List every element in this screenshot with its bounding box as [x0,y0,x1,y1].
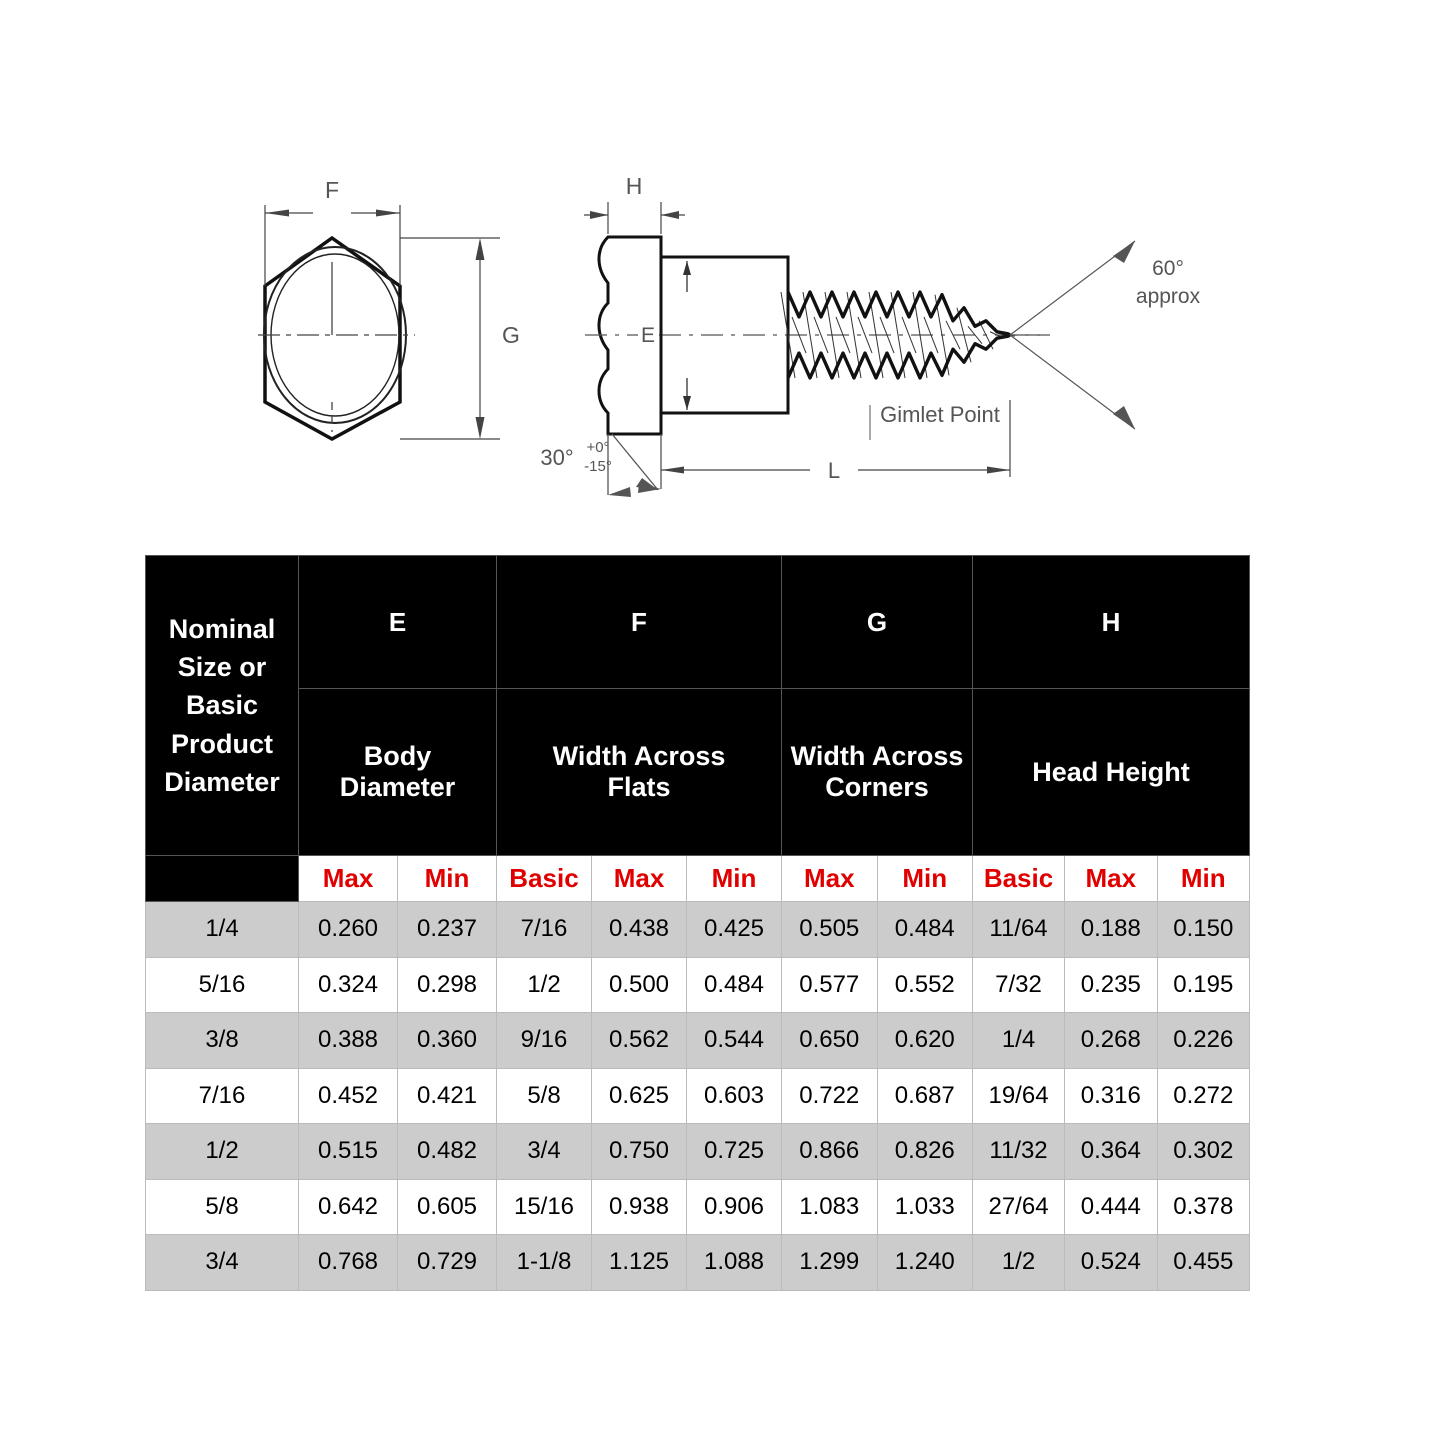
svg-text:30°: 30° [540,445,573,470]
svg-text:L: L [828,458,840,483]
svg-text:G: G [502,322,520,348]
svg-text:F: F [325,177,339,203]
svg-text:H: H [626,173,643,199]
svg-text:-15°: -15° [584,458,612,475]
svg-text:+0°: +0° [586,439,609,456]
svg-text:approx: approx [1136,285,1201,308]
svg-text:60°: 60° [1152,257,1184,280]
svg-text:E: E [641,324,655,347]
svg-text:Gimlet Point: Gimlet Point [880,402,1000,427]
